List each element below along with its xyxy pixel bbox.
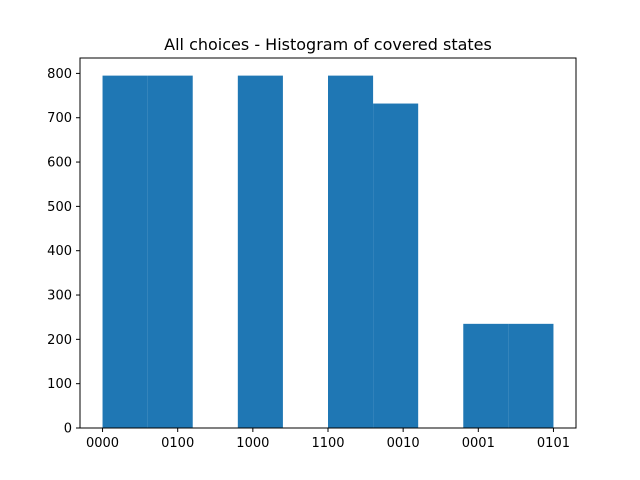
x-tick-label-2: 1000 bbox=[236, 436, 269, 451]
x-tick-label-0: 0000 bbox=[86, 436, 119, 451]
y-tick-label-8: 800 bbox=[47, 67, 72, 82]
histogram-bar-0 bbox=[102, 75, 148, 428]
histogram-bar-6 bbox=[508, 323, 554, 428]
x-axis: 0000 0100 1000 1100 0010 0001 0101 bbox=[86, 428, 570, 451]
axes-frame bbox=[79, 57, 577, 429]
histogram-bar-3 bbox=[328, 75, 374, 428]
y-tick-label-7: 700 bbox=[47, 111, 72, 126]
y-tick-label-0: 0 bbox=[64, 422, 72, 437]
x-tick-label-5: 0001 bbox=[462, 436, 495, 451]
y-tick-label-6: 600 bbox=[47, 156, 72, 171]
histogram-bar-2 bbox=[237, 75, 283, 428]
y-tick-label-3: 300 bbox=[47, 289, 72, 304]
y-tick-label-1: 100 bbox=[47, 377, 72, 392]
bars-group bbox=[102, 75, 554, 428]
histogram-bar-1 bbox=[147, 75, 193, 428]
y-axis: 0 100 200 300 400 500 600 700 800 bbox=[47, 67, 80, 437]
x-tick-label-4: 0010 bbox=[387, 436, 420, 451]
histogram-bar-4 bbox=[373, 103, 419, 428]
y-tick-label-4: 400 bbox=[47, 244, 72, 259]
chart-title: All choices - Histogram of covered state… bbox=[164, 35, 492, 54]
x-tick-label-6: 0101 bbox=[537, 436, 570, 451]
y-tick-label-2: 200 bbox=[47, 333, 72, 348]
y-tick-label-5: 500 bbox=[47, 200, 72, 215]
x-tick-label-3: 1100 bbox=[311, 436, 344, 451]
histogram-bar-5 bbox=[463, 323, 509, 428]
x-tick-label-1: 0100 bbox=[161, 436, 194, 451]
